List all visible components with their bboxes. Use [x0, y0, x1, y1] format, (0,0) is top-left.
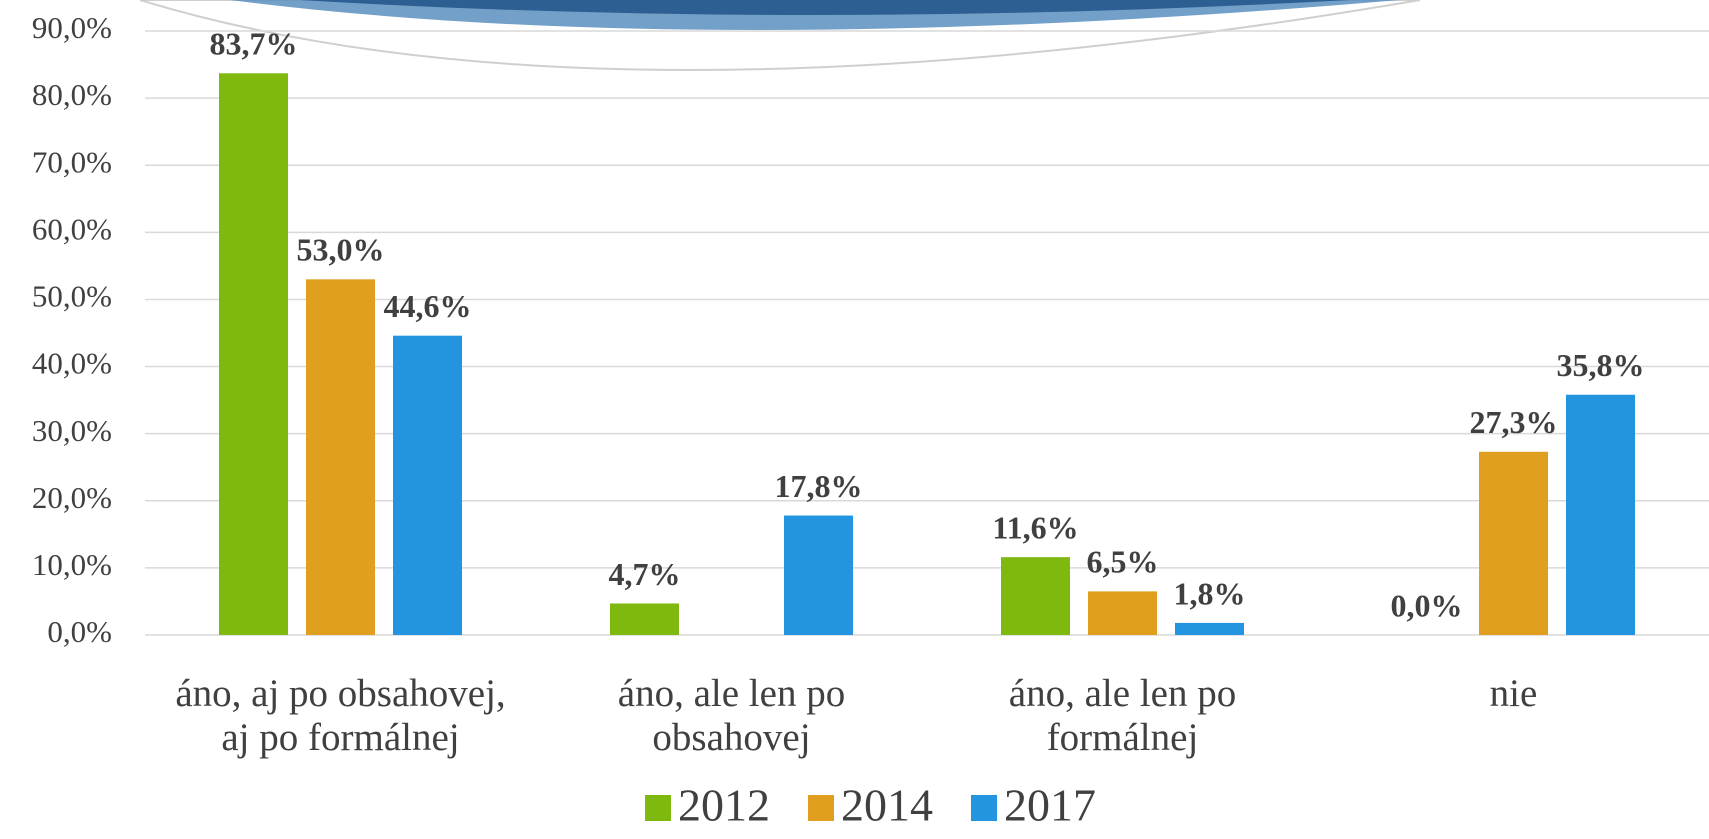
page: 0,0% 10,0% 20,0% 30,0% 40,0% 50,0% 60,0% 70,0% 8… [0, 0, 1709, 839]
y-tick-label: 80,0% [32, 77, 112, 112]
value-label: 53,0% [297, 232, 385, 268]
bar [610, 603, 679, 635]
bar [393, 336, 462, 635]
value-label: 27,3% [1470, 404, 1558, 440]
bar [1001, 557, 1070, 635]
y-tick-label: 20,0% [32, 480, 112, 515]
bar [1479, 452, 1548, 635]
y-tick-label: 70,0% [32, 144, 112, 179]
legend-swatch [645, 795, 671, 821]
x-tick-label: áno, aj po obsahovej, [175, 672, 505, 715]
value-label: 44,6% [384, 288, 472, 324]
y-tick-label: 90,0% [32, 10, 112, 45]
y-tick-label: 60,0% [32, 211, 112, 246]
legend-swatch [971, 795, 997, 821]
decoration [140, 0, 1420, 70]
legend-label: 2017 [1004, 780, 1096, 831]
x-tick-label: nie [1490, 672, 1538, 715]
value-label: 6,5% [1087, 544, 1159, 580]
y-tick-label: 0,0% [47, 614, 112, 649]
legend-label: 2014 [841, 780, 933, 831]
value-label: 83,7% [210, 26, 298, 62]
value-label: 11,6% [992, 509, 1078, 545]
x-tick-label: áno, ale len po [618, 672, 845, 715]
y-tick-label: 30,0% [32, 413, 112, 448]
x-tick-label: áno, ale len po [1009, 672, 1236, 715]
legend-swatch [808, 795, 834, 821]
bar [784, 516, 853, 635]
value-label: 4,7% [609, 556, 681, 592]
x-tick-label: formálnej [1047, 716, 1199, 759]
value-label: 17,8% [775, 468, 863, 504]
x-tick-label: obsahovej [652, 716, 810, 759]
chart: 0,0% 10,0% 20,0% 30,0% 40,0% 50,0% 60,0% 70,0% 8… [0, 0, 1709, 839]
y-tick-label: 50,0% [32, 279, 112, 314]
bar [1566, 395, 1635, 635]
value-label: 1,8% [1174, 575, 1246, 611]
y-tick-label: 40,0% [32, 346, 112, 381]
x-tick-label: aj po formálnej [221, 716, 459, 759]
bar [219, 73, 288, 635]
y-tick-label: 10,0% [32, 547, 112, 582]
value-label: 0,0% [1391, 587, 1463, 623]
bar [306, 279, 375, 635]
legend-label: 2012 [678, 780, 770, 831]
bar [1088, 591, 1157, 635]
value-label: 35,8% [1557, 347, 1645, 383]
bar [1175, 623, 1244, 635]
